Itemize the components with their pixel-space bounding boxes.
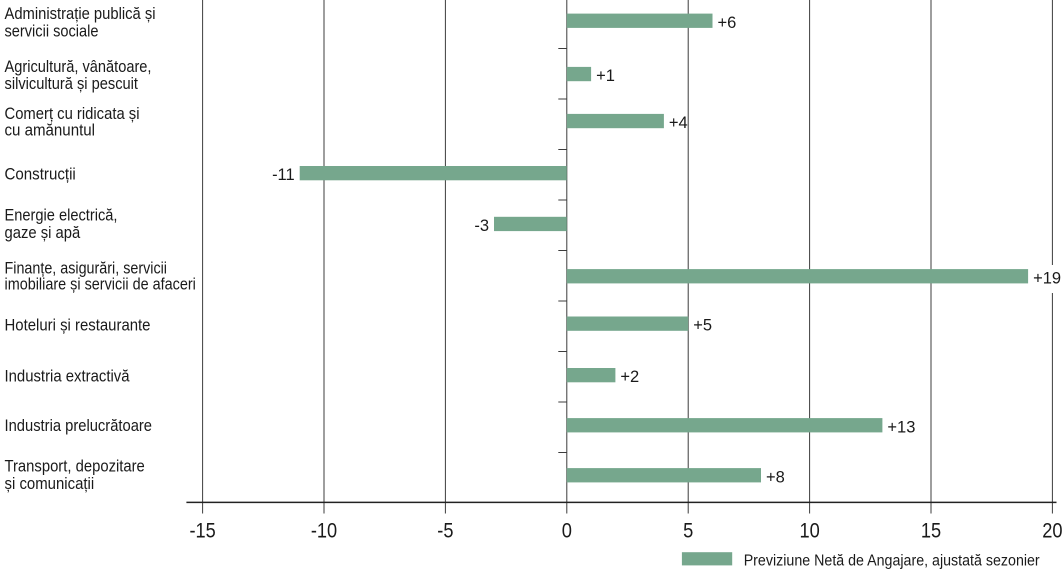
svg-text:Comerț cu ridicata și: Comerț cu ridicata și xyxy=(5,105,140,123)
svg-text:+19: +19 xyxy=(1033,269,1061,287)
svg-text:Finanțe, asigurări, servicii: Finanțe, asigurări, servicii xyxy=(5,260,168,278)
svg-text:silvicultură și pescuit: silvicultură și pescuit xyxy=(5,75,139,93)
svg-text:15: 15 xyxy=(921,519,941,542)
svg-text:+4: +4 xyxy=(669,114,688,132)
svg-text:cu amănuntul: cu amănuntul xyxy=(5,122,96,140)
svg-text:+1: +1 xyxy=(596,67,615,85)
svg-text:Administrație publică și: Administrație publică și xyxy=(5,5,156,23)
svg-text:Agricultură, vânătoare,: Agricultură, vânătoare, xyxy=(5,58,152,76)
svg-text:-11: -11 xyxy=(272,166,295,184)
svg-text:gaze și apă: gaze și apă xyxy=(5,224,81,242)
svg-text:10: 10 xyxy=(799,519,819,542)
svg-text:20: 20 xyxy=(1042,519,1062,542)
svg-text:Industria prelucrătoare: Industria prelucrătoare xyxy=(5,417,153,435)
svg-text:+5: +5 xyxy=(693,317,712,335)
svg-text:Industria extractivă: Industria extractivă xyxy=(5,368,131,386)
svg-text:5: 5 xyxy=(683,519,693,542)
svg-text:și comunicații: și comunicații xyxy=(5,475,95,493)
svg-text:+6: +6 xyxy=(718,14,737,32)
svg-text:-15: -15 xyxy=(189,519,215,542)
svg-text:Transport, depozitare: Transport, depozitare xyxy=(5,458,145,476)
svg-text:servicii sociale: servicii sociale xyxy=(5,23,99,41)
svg-text:+8: +8 xyxy=(766,468,785,486)
svg-text:Hoteluri și restaurante: Hoteluri și restaurante xyxy=(5,317,151,335)
svg-text:-10: -10 xyxy=(311,519,337,542)
svg-text:Construcții: Construcții xyxy=(5,166,76,184)
svg-text:+2: +2 xyxy=(620,368,639,386)
svg-text:imobiliare și servicii de afac: imobiliare și servicii de afaceri xyxy=(5,276,196,294)
svg-text:0: 0 xyxy=(562,519,572,542)
svg-text:-5: -5 xyxy=(437,519,453,542)
svg-text:Previziune Netă de Angajare, a: Previziune Netă de Angajare, ajustată se… xyxy=(744,552,1040,569)
svg-text:Energie electrică,: Energie electrică, xyxy=(5,207,118,225)
svg-text:+13: +13 xyxy=(887,418,915,436)
svg-text:-3: -3 xyxy=(474,217,489,235)
